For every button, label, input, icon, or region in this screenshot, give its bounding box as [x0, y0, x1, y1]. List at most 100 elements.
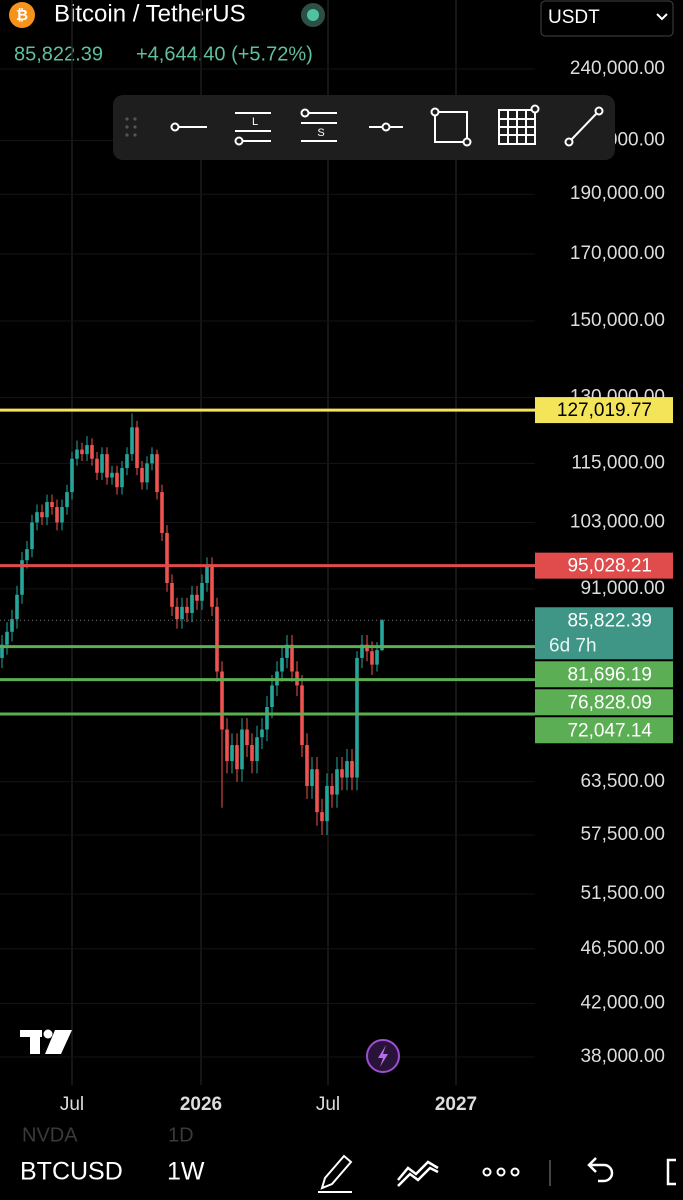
currency-label[interactable]: USDT: [548, 7, 600, 28]
undo-icon[interactable]: [587, 1157, 614, 1183]
dot: [482, 1167, 492, 1177]
y-tick-label: 38,000.00: [580, 1046, 665, 1067]
redo-icon[interactable]: [666, 1158, 676, 1186]
x-tick-label: 2026: [180, 1094, 222, 1115]
level-label: 95,028.21: [567, 556, 652, 577]
more-icon[interactable]: [482, 1167, 520, 1177]
horizontal-line-tool[interactable]: [369, 122, 403, 132]
x-tick-label: Jul: [60, 1094, 84, 1115]
symbol-button[interactable]: BTCUSD: [20, 1158, 123, 1186]
candle-body: [380, 620, 384, 651]
tool-letter: L: [252, 116, 258, 128]
symbol-name[interactable]: Bitcoin / TetherUS: [54, 0, 246, 27]
logo-part: [45, 1030, 72, 1054]
current-price-label: 85,822.39: [567, 610, 652, 631]
candle-body: [310, 769, 314, 786]
candle-body: [280, 657, 284, 672]
candle-body: [80, 449, 84, 455]
candle-body: [375, 650, 379, 665]
dot: [496, 1167, 506, 1177]
tradingview-logo: [20, 1029, 72, 1054]
level-label-box: [535, 397, 673, 424]
candle-body: [10, 619, 14, 632]
handle: [234, 136, 244, 146]
candle-body: [225, 729, 229, 762]
y-tick-label: 150,000.00: [570, 310, 665, 331]
watchlist-symbol[interactable]: NVDA: [22, 1124, 78, 1146]
long-position-tool[interactable]: [234, 112, 271, 146]
y-tick-label: 240,000.00: [570, 58, 665, 79]
candle-body: [235, 745, 239, 770]
short-position-tool[interactable]: [300, 108, 337, 142]
header-price: 85,822.39: [14, 43, 103, 65]
candle-body: [85, 445, 89, 455]
candle-body: [115, 472, 119, 488]
handle: [564, 137, 574, 147]
level-label-box: [535, 552, 673, 579]
x-tick-label: Jul: [316, 1094, 340, 1115]
candle-body: [55, 507, 59, 523]
toolbar-icons: L S: [125, 104, 604, 147]
candle-body: [75, 449, 79, 459]
logo-part: [30, 1030, 40, 1054]
candle-body: [355, 657, 359, 778]
indicators-icon[interactable]: [397, 1160, 439, 1187]
y-tick-label: 51,500.00: [580, 883, 665, 904]
plot-area: Jul 2026 Jul 2027240,000.00210,000.00190,00…: [0, 0, 673, 1115]
candle-body: [25, 549, 29, 561]
stroke: [499, 110, 535, 144]
candle-body: [320, 812, 324, 822]
horizontal-ray-tool[interactable]: [170, 122, 208, 132]
dot: [125, 125, 129, 129]
drag-handle[interactable]: [125, 117, 137, 137]
candle-body: [35, 512, 39, 523]
candle-body: [250, 745, 254, 762]
candle-body: [70, 458, 74, 493]
y-tick-label: 91,000.00: [580, 578, 665, 599]
y-tick-label: 170,000.00: [570, 243, 665, 264]
candle-body: [130, 427, 134, 455]
level-label: 127,019.77: [557, 400, 652, 421]
candle-body: [170, 583, 174, 607]
handle: [530, 104, 540, 114]
handle: [300, 108, 310, 118]
y-tick-label: 42,000.00: [580, 992, 665, 1013]
handle: [170, 122, 180, 132]
grid-tool[interactable]: [498, 104, 540, 145]
handle: [430, 107, 440, 117]
candle-body: [350, 761, 354, 778]
y-tick-label: 115,000.00: [571, 452, 665, 473]
dot: [133, 125, 137, 129]
level-label: 72,047.14: [567, 720, 652, 741]
candle-body: [215, 606, 219, 672]
currency-select[interactable]: [540, 0, 674, 37]
candle-body: [145, 463, 149, 483]
drawing-toolbar: L S: [113, 95, 615, 160]
candle-body: [155, 454, 159, 493]
header-change: +4,644.40 (+5.72%): [136, 43, 313, 65]
candle-body: [60, 507, 64, 523]
candle-body: [50, 502, 54, 508]
candle-body: [205, 565, 209, 584]
candle-body: [5, 631, 9, 645]
watchlist-interval[interactable]: 1D: [168, 1124, 194, 1146]
candle-body: [210, 565, 214, 607]
logo-part: [43, 1029, 53, 1039]
level-label: 81,696.19: [567, 664, 652, 685]
candle-body: [305, 745, 309, 786]
candle-body: [370, 651, 374, 665]
candle-body: [270, 685, 274, 708]
coin-glyph: ₿: [16, 7, 28, 24]
candle-body: [40, 512, 44, 518]
candle-body: [45, 502, 49, 518]
candle-body: [140, 468, 144, 483]
candle-body: [230, 745, 234, 762]
interval-button[interactable]: 1W: [167, 1158, 205, 1186]
dot: [125, 117, 129, 121]
draw-icon[interactable]: [318, 1154, 353, 1193]
trend-line-tool[interactable]: [564, 106, 604, 147]
candle-body: [285, 644, 289, 658]
handle: [381, 122, 391, 132]
rectangle-tool[interactable]: [430, 107, 472, 147]
